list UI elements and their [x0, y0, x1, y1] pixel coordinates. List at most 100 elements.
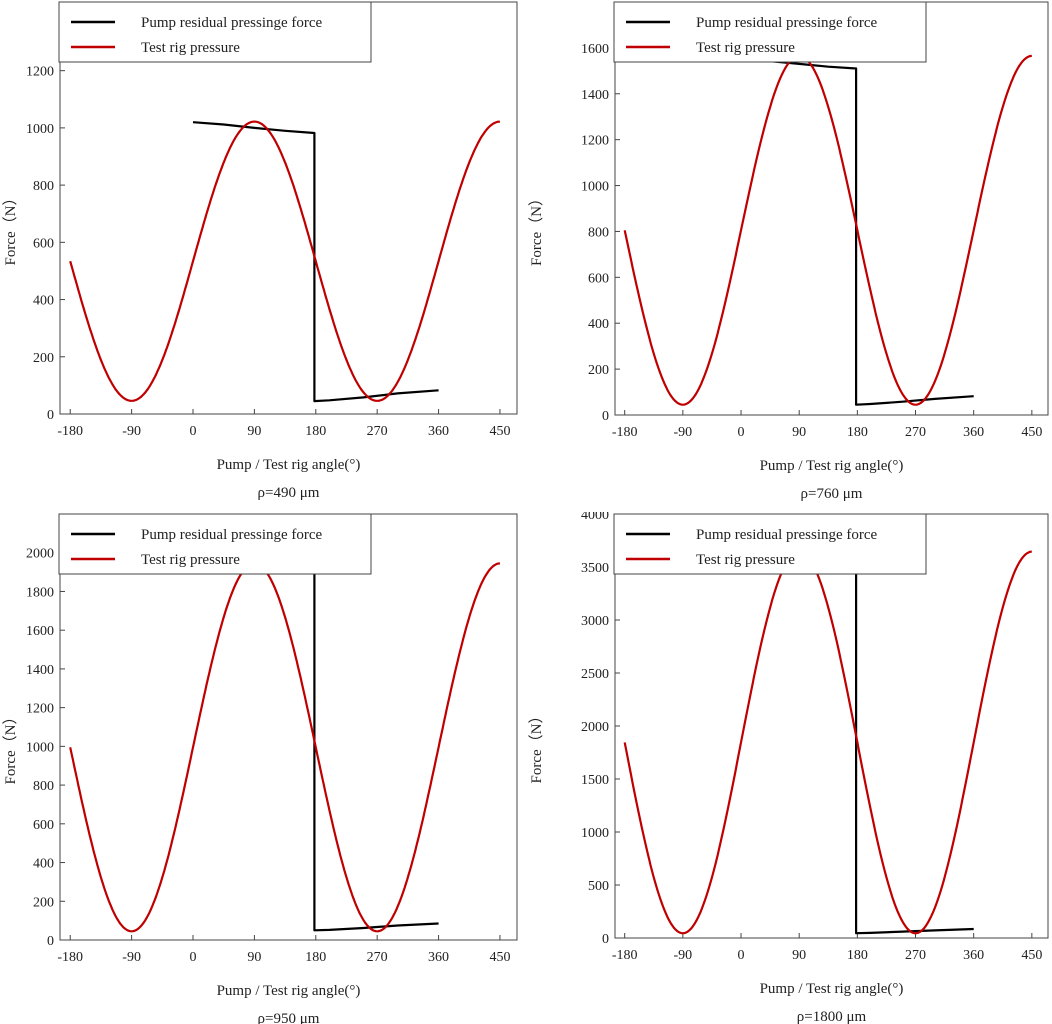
figure-caption: ρ=1800 μm [797, 1009, 867, 1024]
plot-frame [614, 1, 1049, 416]
x-tick-label: 90 [247, 424, 261, 439]
y-tick-label: 2000 [26, 547, 54, 562]
x-tick-label: -180 [57, 950, 83, 965]
x-axis-title: Pump / Test rig angle(°) [760, 458, 904, 474]
x-tick-label: 90 [792, 948, 806, 963]
x-tick-label: -180 [57, 424, 83, 439]
y-tick-label: 200 [33, 351, 54, 366]
legend-box [58, 1, 372, 63]
y-tick-label: 400 [588, 317, 609, 332]
x-tick-label: 450 [489, 424, 510, 439]
plot-frame [59, 513, 518, 941]
x-tick-label: 180 [847, 948, 868, 963]
series-line-test-rig-pressure [69, 562, 500, 933]
x-axis-title: Pump / Test rig angle(°) [217, 457, 361, 473]
x-axis-title: Pump / Test rig angle(°) [760, 981, 904, 997]
y-tick-label: 0 [47, 408, 54, 423]
y-tick-label: 400 [33, 857, 54, 872]
y-tick-label: 3000 [581, 614, 609, 629]
legend-label: Test rig pressure [696, 552, 795, 568]
figure-caption: ρ=490 μm [258, 485, 320, 501]
y-tick-label: 1200 [26, 65, 54, 80]
y-tick-label: 200 [588, 363, 609, 378]
chart-760: -180 -90 0 90 180 270 360 450 0 200 400 600 800 1000 1… [528, 1, 1049, 502]
y-tick-label: 800 [33, 179, 54, 194]
x-tick-label: 450 [1021, 948, 1042, 963]
y-tick-label: 800 [588, 225, 609, 240]
y-tick-label: 1600 [26, 624, 54, 639]
series-line-test-rig-pressure [623, 550, 1032, 935]
x-tick-label: -90 [122, 950, 141, 965]
chart-490: -180 -90 0 90 180 270 360 450 0 200 400 600 800 1000 1… [2, 1, 518, 501]
x-tick-label: 0 [190, 424, 197, 439]
x-tick-label: 180 [305, 950, 326, 965]
y-tick-label: 1200 [26, 702, 54, 717]
y-tick-label: 1000 [581, 826, 609, 841]
y-tick-label: 1400 [26, 663, 54, 678]
legend-label: Test rig pressure [141, 552, 240, 568]
y-tick-label: 4000 [581, 512, 609, 523]
x-tick-label: 360 [428, 950, 449, 965]
x-tick-label: 360 [963, 948, 984, 963]
plot-frame [614, 513, 1049, 939]
y-tick-label: 1500 [581, 773, 609, 788]
y-axis-title: Force（N） [2, 191, 19, 266]
legend-box [613, 1, 927, 63]
y-tick-label: 1800 [26, 585, 54, 600]
y-tick-label: 3500 [581, 561, 609, 576]
x-tick-label: 180 [305, 424, 326, 439]
legend-label: Test rig pressure [141, 40, 240, 56]
x-tick-label: 360 [428, 424, 449, 439]
y-tick-label: 1000 [581, 180, 609, 195]
y-tick-label: 1400 [581, 88, 609, 103]
x-axis-title: Pump / Test rig angle(°) [217, 983, 361, 999]
y-axis-title: Force（N） [528, 191, 545, 266]
y-tick-label: 1200 [581, 134, 609, 149]
legend-box [58, 513, 372, 575]
y-tick-label: 600 [33, 818, 54, 833]
y-tick-label: 400 [33, 294, 54, 309]
legend-box [613, 513, 927, 575]
y-tick-label: 1600 [581, 42, 609, 57]
x-tick-label: 0 [738, 948, 745, 963]
x-tick-label: 90 [792, 425, 806, 440]
y-tick-label: 600 [33, 236, 54, 251]
chart-panel-490: -180 -90 0 90 180 270 360 450 0 200 400 600 800 1000 1… [0, 0, 526, 512]
x-tick-label: 270 [367, 950, 388, 965]
x-tick-label: 270 [905, 948, 926, 963]
x-tick-label: 0 [190, 950, 197, 965]
y-tick-label: 0 [47, 934, 54, 949]
x-tick-label: 180 [847, 425, 868, 440]
x-tick-label: 360 [963, 425, 984, 440]
chart-1800: -180 -90 0 90 180 270 360 450 0 500 1000 1500 2000 25… [528, 512, 1049, 1024]
x-tick-label: 270 [367, 424, 388, 439]
series-line-pump-force [192, 121, 439, 403]
series-line-test-rig-pressure [69, 120, 500, 402]
x-tick-label: -180 [612, 948, 638, 963]
y-tick-label: 0 [602, 932, 609, 947]
series-line-test-rig-pressure [623, 54, 1032, 406]
legend-label: Pump residual pressinge force [696, 527, 878, 543]
chart-panel-760: -180 -90 0 90 180 270 360 450 0 200 400 600 800 1000 1… [526, 0, 1052, 512]
legend-label: Pump residual pressinge force [696, 15, 878, 31]
legend-label: Test rig pressure [696, 40, 795, 56]
x-tick-label: -90 [674, 948, 693, 963]
x-tick-label: -180 [612, 425, 638, 440]
plot-frame [59, 1, 518, 415]
y-tick-label: 1000 [26, 740, 54, 755]
x-tick-label: -90 [674, 425, 693, 440]
y-axis-title: Force（N） [2, 710, 19, 785]
y-tick-label: 200 [33, 895, 54, 910]
x-tick-label: -90 [122, 424, 141, 439]
y-tick-label: 1000 [26, 122, 54, 137]
x-tick-label: 270 [905, 425, 926, 440]
y-tick-label: 500 [588, 879, 609, 894]
x-tick-label: 90 [247, 950, 261, 965]
series-line-pump-force [740, 58, 974, 406]
figure-caption: ρ=760 μm [801, 486, 863, 502]
chart-panel-950: -180 -90 0 90 180 270 360 450 0 200 400 600 800 1000 1… [0, 512, 526, 1024]
chart-950: -180 -90 0 90 180 270 360 450 0 200 400 600 800 1000 1… [2, 513, 518, 1024]
y-tick-label: 2000 [581, 720, 609, 735]
x-tick-label: 450 [1021, 425, 1042, 440]
x-tick-label: 0 [738, 425, 745, 440]
